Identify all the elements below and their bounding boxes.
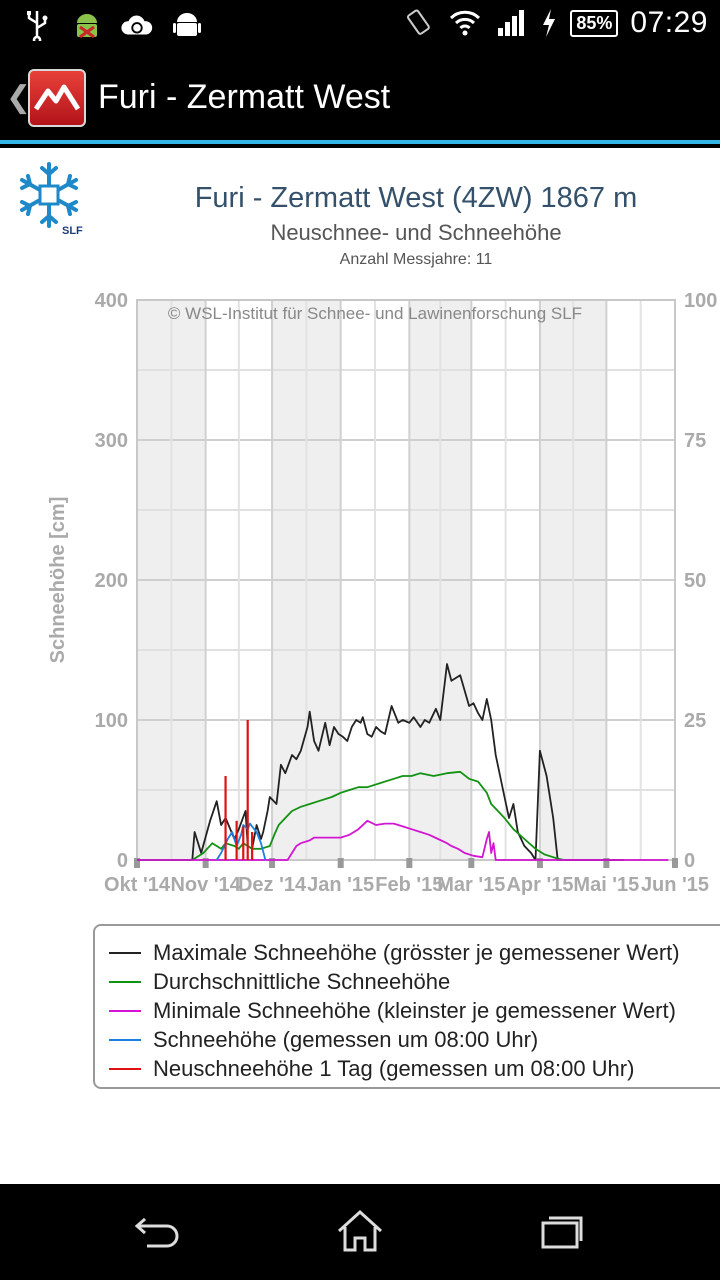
legend-label: Maximale Schneehöhe (grösster je gemesse… — [153, 939, 680, 965]
x-tick-label: Mai '15 — [573, 874, 639, 896]
y2-tick-label: 0 — [684, 850, 695, 872]
back-arrow-icon[interactable] — [128, 1206, 188, 1256]
x-tick-mark — [269, 858, 276, 868]
mountain-logo-icon[interactable] — [28, 69, 86, 127]
charging-icon — [540, 6, 558, 40]
navigation-bar — [0, 1184, 720, 1280]
x-tick-mark — [134, 858, 140, 868]
signal-icon — [494, 6, 528, 40]
legend-item-new-snow: Neuschneehöhe 1 Tag (gemessen um 08:00 U… — [109, 1054, 634, 1083]
chart-watermark: © WSL-Institut für Schnee- und Lawinenfo… — [168, 304, 582, 323]
legend-item-measured: Schneehöhe (gemessen um 08:00 Uhr) — [109, 1025, 538, 1054]
battery-indicator: 85% — [570, 9, 619, 37]
x-tick-label: Okt '14 — [104, 874, 171, 896]
legend-label: Minimale Schneehöhe (kleinster je gemess… — [153, 997, 676, 1023]
legend-swatch-measured — [109, 1038, 141, 1041]
x-tick-label: Nov '14 — [170, 874, 241, 896]
x-tick-label: Feb '15 — [375, 874, 443, 896]
legend-item-avg: Durchschnittliche Schneehöhe — [109, 967, 450, 996]
x-tick-label: Jun '15 — [641, 874, 709, 896]
y2-tick-label: 50 — [684, 570, 706, 592]
usb-icon — [20, 8, 54, 42]
x-tick-label: Dez '14 — [238, 874, 307, 896]
app-title: Furi - Zermatt West — [98, 78, 391, 116]
y2-tick-label: 25 — [684, 710, 706, 732]
svg-text:SLF: SLF — [62, 225, 83, 236]
android-debug-icon — [70, 8, 104, 42]
wifi-icon — [448, 6, 482, 40]
status-clock: 07:29 — [630, 6, 708, 39]
legend-item-max: Maximale Schneehöhe (grösster je gemesse… — [109, 938, 680, 967]
x-tick-mark — [406, 858, 413, 868]
y-axis-label: Schneehöhe [cm] — [47, 497, 69, 664]
chevron-left-icon[interactable]: ❮ — [6, 81, 32, 114]
y-tick-label: 100 — [95, 710, 128, 732]
legend-swatch-avg — [109, 980, 141, 983]
legend-label: Neuschneehöhe 1 Tag (gemessen um 08:00 U… — [153, 1055, 635, 1081]
legend-swatch-new-snow — [109, 1067, 141, 1070]
x-tick-mark — [468, 858, 475, 868]
legend-label: Schneehöhe (gemessen um 08:00 Uhr) — [153, 1026, 539, 1052]
y-tick-label: 300 — [95, 430, 128, 452]
legend-item-min: Minimale Schneehöhe (kleinster je gemess… — [109, 996, 676, 1025]
plot-border — [136, 299, 676, 861]
x-tick-mark — [672, 858, 678, 868]
y-tick-label: 400 — [95, 290, 128, 312]
home-icon[interactable] — [330, 1206, 390, 1256]
y-tick-label: 0 — [117, 850, 128, 872]
chart-panel: SLF Furi - Zermatt West (4ZW) 1867 m Neu… — [0, 148, 720, 1184]
x-tick-mark — [603, 858, 610, 868]
legend-swatch-min — [109, 1009, 141, 1012]
legend-swatch-max — [109, 951, 141, 954]
x-tick-mark — [536, 858, 543, 868]
chart-note: Anzahl Messjahre: 11 — [339, 251, 493, 268]
recent-apps-icon[interactable] — [530, 1206, 590, 1256]
chart-subtitle: Neuschnee- und Schneehöhe — [270, 220, 562, 245]
series-line-max — [137, 663, 625, 861]
legend-label: Durchschnittliche Schneehöhe — [153, 968, 451, 994]
series-line-measured — [215, 822, 267, 861]
chart-title: Furi - Zermatt West (4ZW) 1867 m — [194, 182, 638, 214]
action-bar: ❮ Furi - Zermatt West — [0, 50, 720, 144]
x-tick-mark — [337, 858, 344, 868]
cloud-sync-icon — [120, 8, 154, 42]
android-icon — [170, 8, 204, 42]
x-tick-label: Mar '15 — [437, 874, 505, 896]
slf-snowflake-logo-icon: SLF — [14, 160, 84, 237]
y2-tick-label: 100 — [684, 290, 717, 312]
snow-depth-chart: © WSL-Institut für Schnee- und Lawinenfo… — [47, 290, 717, 896]
chart-legend: Maximale Schneehöhe (grösster je gemesse… — [93, 924, 720, 1089]
series-line-min — [137, 819, 669, 861]
rotate-icon — [402, 6, 436, 40]
status-bar: 85% 07:29 — [0, 0, 720, 50]
y2-tick-label: 75 — [684, 430, 706, 452]
x-tick-mark — [202, 858, 209, 868]
y-tick-label: 200 — [95, 570, 128, 592]
x-tick-label: Jan '15 — [307, 874, 374, 896]
x-tick-label: Apr '15 — [506, 874, 573, 896]
